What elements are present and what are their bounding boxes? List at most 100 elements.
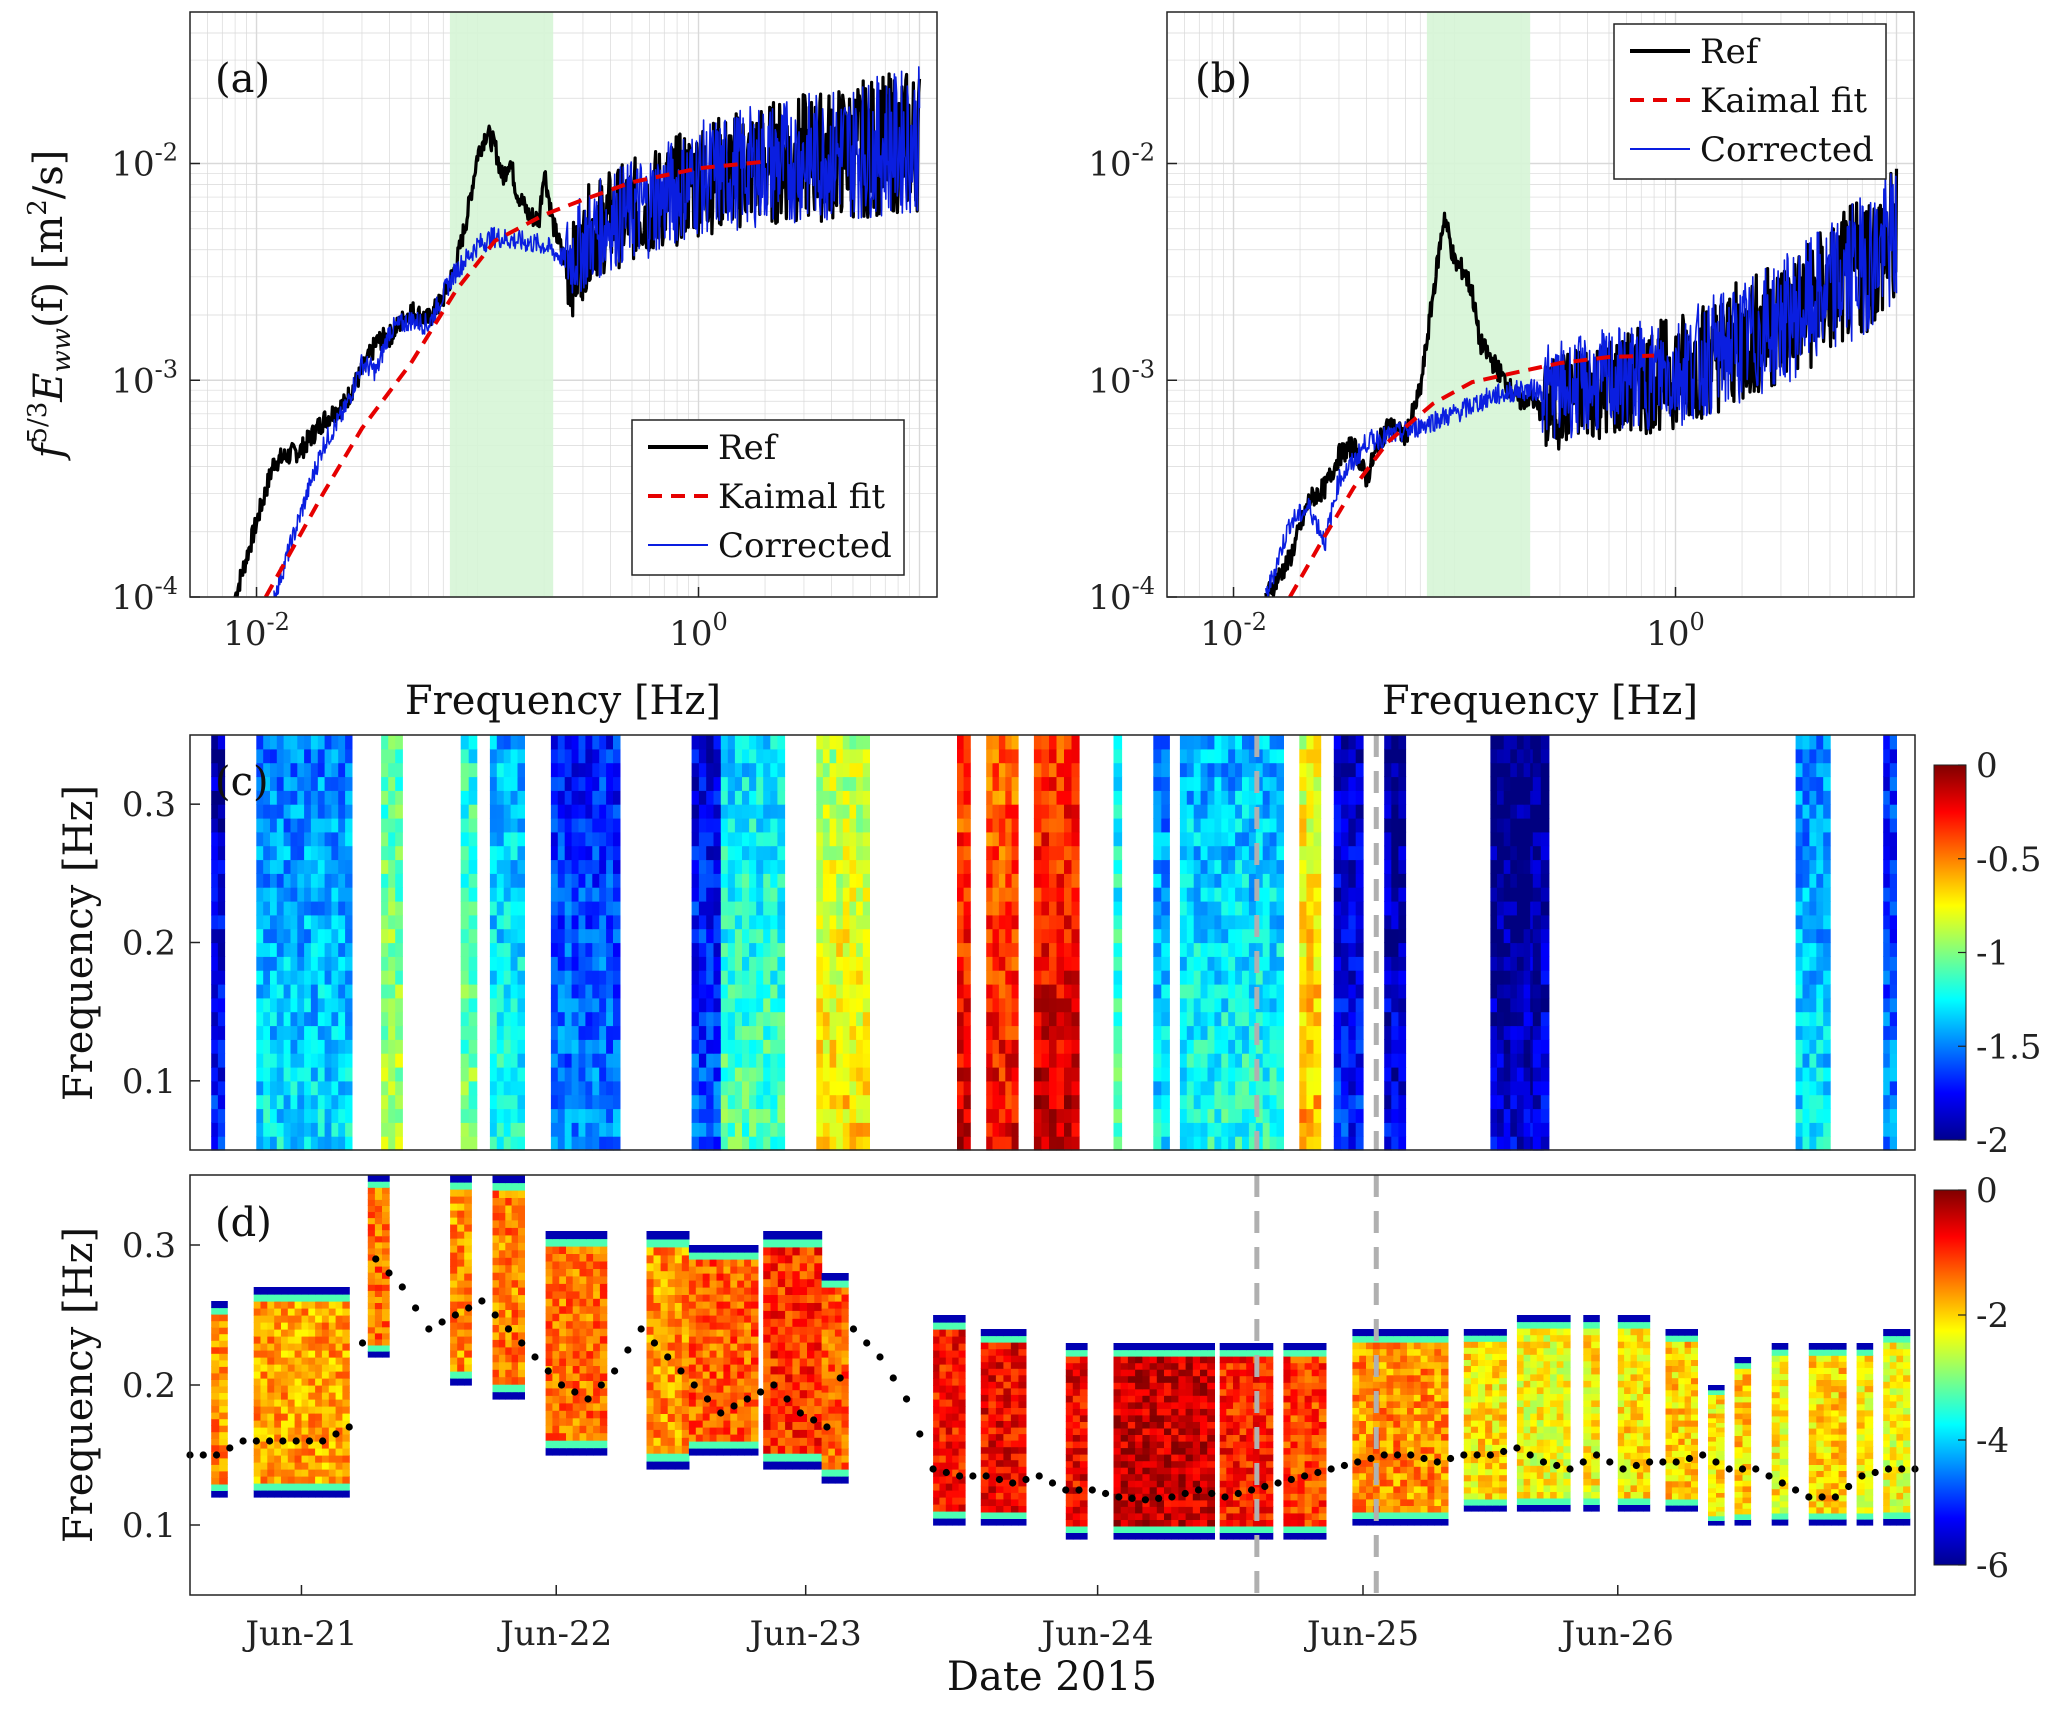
heatmap-cell <box>1889 901 1897 916</box>
heatmap-cell <box>287 1455 296 1463</box>
heatmap-cell <box>552 1231 560 1240</box>
heatmap-cell <box>468 1122 478 1137</box>
heatmap-cell <box>1490 790 1498 805</box>
heatmap-cell <box>1242 901 1250 916</box>
heatmap-cell <box>564 859 573 874</box>
heatmap-cell <box>550 1080 559 1096</box>
heatmap-cell <box>660 1278 669 1288</box>
heatmap-cell <box>460 997 470 1013</box>
heatmap-cell <box>276 790 285 805</box>
heatmap-cell <box>518 1354 525 1363</box>
heatmap-cell <box>1228 859 1236 874</box>
heatmap-cell <box>1064 818 1073 833</box>
heatmap-column <box>211 1301 228 1498</box>
heatmap-cell <box>1306 1011 1315 1027</box>
heatmap-cell <box>571 748 580 764</box>
heatmap-cell <box>545 1350 553 1359</box>
heatmap-cell <box>552 1417 560 1426</box>
heatmap-cell <box>1113 970 1123 985</box>
heatmap-cell <box>1005 1011 1013 1027</box>
heatmap-cell <box>335 1406 343 1414</box>
heatmap-cell <box>301 1315 309 1323</box>
heatmap-cell <box>585 818 593 833</box>
heatmap-cell <box>328 1476 337 1484</box>
heatmap-cell <box>1255 776 1264 791</box>
heatmap-cell <box>1214 928 1222 944</box>
heatmap-cell <box>328 1294 337 1302</box>
heatmap-cell <box>1333 1094 1342 1110</box>
heatmap-cell <box>468 762 478 778</box>
heatmap-cell <box>1384 873 1392 888</box>
heatmap-cell <box>294 1336 302 1344</box>
heatmap-cell <box>1221 970 1229 985</box>
heatmap-column <box>691 735 722 1151</box>
heatmap-cell <box>1161 914 1170 930</box>
heatmap-cell <box>770 1039 778 1054</box>
heatmap-cell <box>749 928 757 944</box>
heatmap-cell <box>1516 859 1525 874</box>
heatmap-cell <box>345 1094 353 1110</box>
heatmap-cell <box>727 901 736 916</box>
heatmap-cell <box>345 776 353 791</box>
heatmap-cell <box>566 1350 574 1359</box>
heatmap-cell <box>1348 859 1357 874</box>
heatmap-cell <box>613 928 621 944</box>
heatmap-cell <box>1490 1039 1498 1054</box>
heatmap-cell <box>667 1302 676 1311</box>
heatmap-cell <box>1510 776 1518 791</box>
heatmap-cell <box>1276 914 1284 930</box>
heatmap-cell <box>382 1314 390 1322</box>
heatmap-cell <box>1033 1025 1042 1040</box>
heatmap-cell <box>698 1053 707 1068</box>
heatmap-column <box>492 1175 525 1400</box>
heatmap-cell <box>559 1328 567 1337</box>
heatmap-cell <box>749 1080 757 1096</box>
heatmap-cell <box>1883 901 1891 916</box>
heatmap-cell <box>457 1245 465 1253</box>
heatmap-cell <box>599 1268 608 1277</box>
heatmap-cell <box>345 997 353 1013</box>
heatmap-cell <box>1816 1108 1824 1123</box>
heatmap-cell <box>1255 914 1264 930</box>
heatmap-cell <box>1802 1136 1810 1151</box>
heatmap-cell <box>219 1359 228 1367</box>
heatmap-cell <box>1883 1053 1891 1068</box>
heatmap-cell <box>1269 845 1278 861</box>
heatmap-cell <box>688 1427 697 1435</box>
heatmap-cell <box>1041 1122 1050 1137</box>
heatmap-cell <box>571 928 580 944</box>
heatmap-cell <box>1153 887 1162 902</box>
heatmap-cell <box>1510 790 1518 805</box>
heatmap-cell <box>1200 887 1209 902</box>
heatmap-cell <box>274 1448 282 1456</box>
heatmap-cell <box>217 804 226 819</box>
heatmap-cell <box>986 1108 994 1123</box>
heatmap-cell <box>492 1287 500 1296</box>
heatmap-cell <box>586 1343 594 1352</box>
heatmap-cell <box>1391 1094 1399 1110</box>
heatmap-cell <box>276 984 285 999</box>
heatmap-cell <box>260 1350 268 1358</box>
heatmap-cell <box>1816 845 1824 861</box>
heatmap-cell <box>1242 1067 1250 1082</box>
heatmap-cell <box>317 1108 326 1123</box>
heatmap-cell <box>1802 1053 1810 1068</box>
heatmap-cell <box>856 887 864 902</box>
heatmap-cell <box>297 970 305 985</box>
heatmap-cell <box>816 1136 824 1151</box>
heatmap-cell <box>1161 831 1170 847</box>
heatmap-cell <box>763 1025 771 1040</box>
heatmap-cell <box>586 1298 594 1307</box>
heatmap-cell <box>1490 942 1498 957</box>
heatmap-cell <box>1113 1067 1123 1082</box>
heatmap-cell <box>1228 997 1236 1013</box>
heatmap-cell <box>310 845 319 861</box>
heatmap-cell <box>756 1094 764 1110</box>
heatmap-cell <box>734 1011 743 1027</box>
heatmap-cell <box>763 831 771 847</box>
heatmap-cell <box>290 887 298 902</box>
heatmap-cell <box>1200 1122 1209 1137</box>
heatmap-cell <box>744 1434 752 1442</box>
heatmap-cell <box>374 1278 383 1285</box>
